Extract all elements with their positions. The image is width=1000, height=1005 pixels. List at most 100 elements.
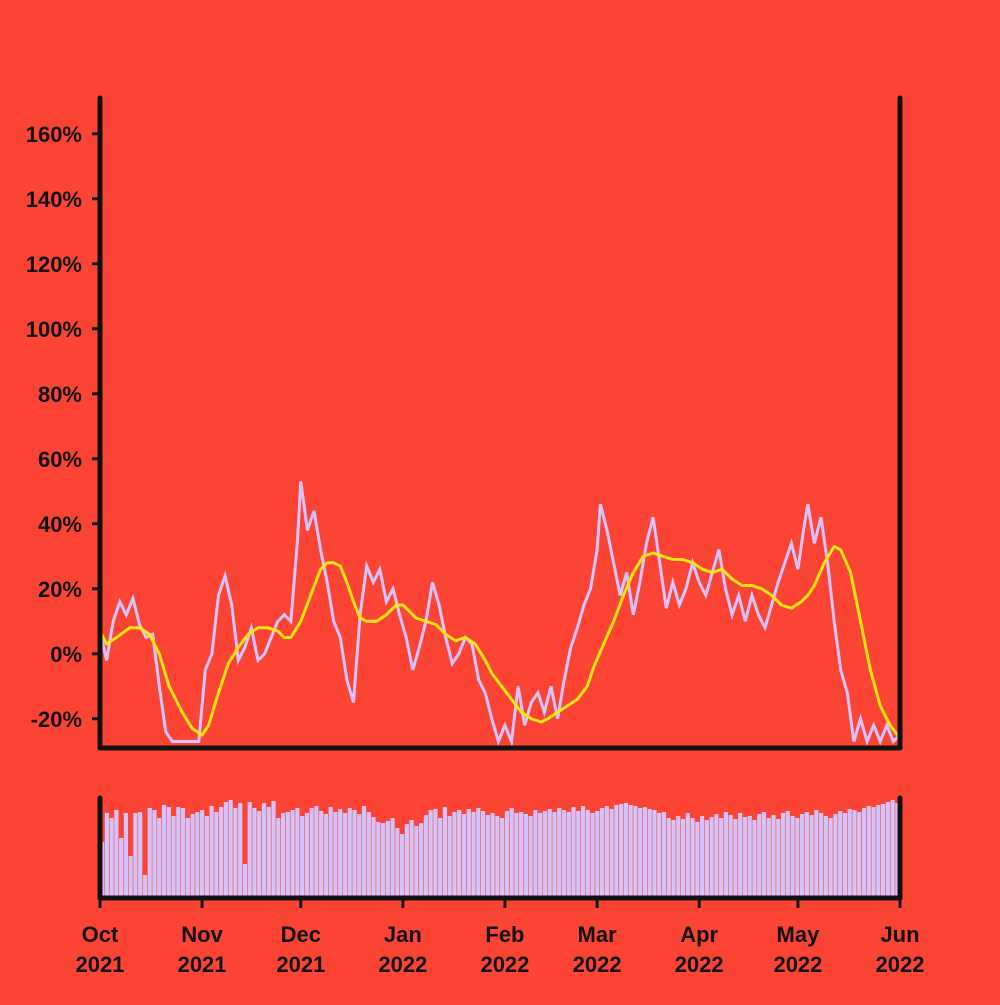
volume-bar <box>357 814 362 898</box>
volume-bar <box>133 813 138 898</box>
y-tick-label: 80% <box>38 382 82 407</box>
x-tick-label: Mar 2022 <box>573 922 622 977</box>
volume-bar <box>752 820 757 898</box>
volume-bar <box>776 819 781 898</box>
volume-bar <box>809 815 814 898</box>
volume-bar <box>385 821 390 898</box>
volume-bar <box>876 805 881 898</box>
volume-bar <box>700 816 705 898</box>
volume-bar <box>309 808 314 898</box>
volume-bar <box>657 813 662 898</box>
raw-series-line <box>100 481 900 748</box>
volume-bar <box>852 810 857 898</box>
volume-bar <box>609 809 614 898</box>
volume-bar <box>195 812 200 898</box>
volume-bar <box>561 810 567 898</box>
volume-bar <box>814 810 819 898</box>
volume-bar <box>528 816 533 898</box>
volume-bar <box>228 800 233 898</box>
volume-bar <box>123 813 128 898</box>
volume-bar <box>200 810 205 898</box>
volume-bar <box>714 814 719 898</box>
volume-bar <box>542 811 548 898</box>
volume-bar <box>114 810 119 898</box>
y-tick-label: 160% <box>26 122 82 147</box>
y-tick-label: 40% <box>38 512 82 537</box>
volume-bar <box>176 807 181 898</box>
volume-bar <box>590 813 595 898</box>
volume-bar <box>523 814 528 898</box>
volume-bar <box>547 809 552 898</box>
volume-bar <box>847 809 852 898</box>
volume-bar <box>300 816 305 898</box>
volume-bar <box>438 818 443 898</box>
volume-bar <box>833 814 838 898</box>
volume-bar <box>552 812 557 898</box>
volume-bars <box>100 800 900 898</box>
x-tick-label: Feb 2022 <box>480 922 529 977</box>
volume-bar <box>380 823 386 898</box>
volume-bar <box>433 809 438 898</box>
volume-bar <box>680 819 686 898</box>
volume-bar <box>257 811 262 898</box>
y-tick-label: 100% <box>26 317 82 342</box>
volume-bar <box>142 875 148 898</box>
volume-bar <box>580 806 586 898</box>
y-tick-label: 60% <box>38 447 82 472</box>
volume-bar <box>861 808 867 898</box>
volume-bar <box>490 813 495 898</box>
volume-bar <box>442 807 448 898</box>
volume-bar <box>566 812 571 898</box>
volume-bar <box>428 810 433 898</box>
volume-bar <box>895 803 900 898</box>
volume-bar <box>461 814 467 898</box>
volume-bar <box>485 815 490 898</box>
volume-bar <box>614 805 619 898</box>
volume-bar <box>314 806 319 898</box>
x-tick-label: Oct 2021 <box>76 922 125 977</box>
volume-bar <box>419 823 424 898</box>
volume-bar <box>666 818 671 898</box>
volume-bar <box>161 805 167 898</box>
volume-bar <box>804 812 809 898</box>
x-tick-label: Jun 2022 <box>876 922 925 977</box>
volume-bar <box>819 813 824 898</box>
volume-bar <box>500 818 505 898</box>
y-tick-labels: -20% 0% 20% 40% 60% 80% 100% 120% 140% 160% <box>26 122 82 732</box>
volume-bar <box>366 812 371 898</box>
volume-bar <box>647 809 652 898</box>
volume-bar <box>480 811 486 898</box>
volume-bar <box>723 812 728 898</box>
volume-bar <box>352 810 357 898</box>
volume-bar <box>633 806 638 898</box>
volume-bar <box>842 813 848 898</box>
volume-bar <box>247 802 252 898</box>
volume-bar <box>333 812 338 898</box>
volume-bar <box>785 811 790 898</box>
volume-bar <box>800 814 805 898</box>
volume-bar <box>214 812 219 898</box>
volume-bar <box>285 812 290 898</box>
volume-bar <box>757 814 762 898</box>
volume-bar <box>404 824 409 898</box>
y-tick-label: -20% <box>31 707 82 732</box>
x-tick-label: May 2022 <box>773 922 822 977</box>
volume-bar <box>576 811 581 898</box>
volume-bar <box>871 807 876 898</box>
volume-bar <box>157 818 162 898</box>
volume-bar <box>733 819 738 898</box>
volume-bar <box>685 813 690 898</box>
volume-bar <box>719 818 724 898</box>
volume-bar <box>261 803 267 898</box>
volume-bar <box>185 818 190 898</box>
volume-bar <box>885 802 890 898</box>
volume-bar <box>395 828 400 898</box>
volume-bar <box>738 813 743 898</box>
volume-bar <box>519 812 524 898</box>
volume-bar <box>671 820 676 898</box>
volume-bar <box>742 817 748 898</box>
axes <box>92 95 903 908</box>
volume-bar <box>619 804 624 898</box>
